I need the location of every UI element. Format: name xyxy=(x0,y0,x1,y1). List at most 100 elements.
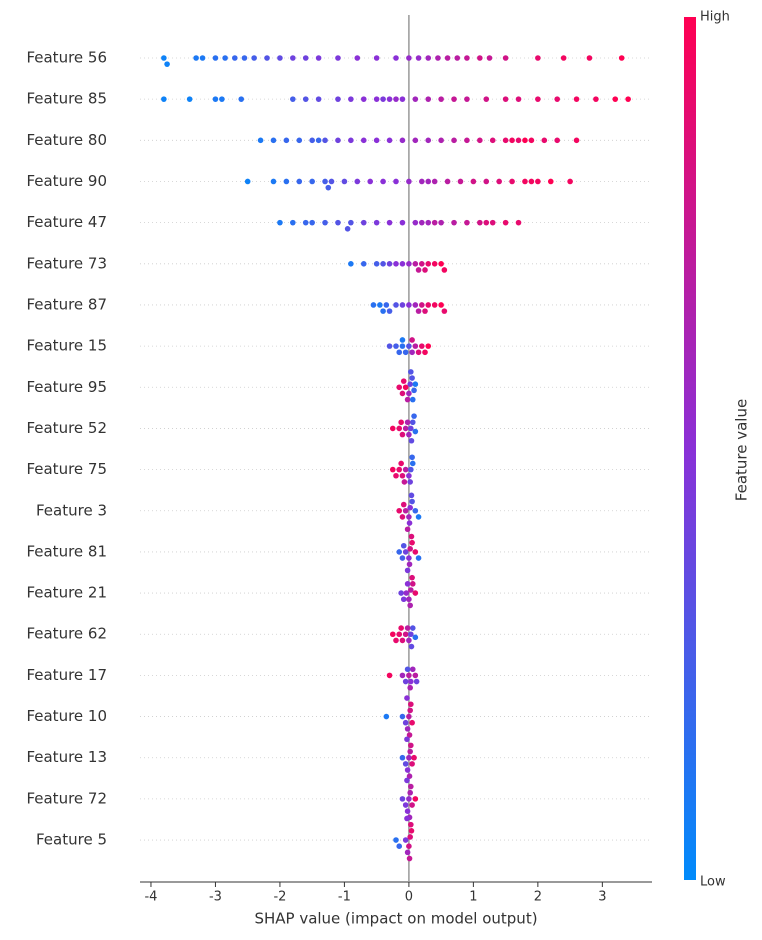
dot xyxy=(412,590,419,596)
dot xyxy=(425,302,432,308)
dot xyxy=(406,713,412,720)
dot xyxy=(411,413,417,419)
dot xyxy=(515,96,522,102)
dot xyxy=(438,302,444,308)
x-tick-label: -1 xyxy=(338,890,351,905)
dot xyxy=(418,178,425,185)
dot xyxy=(451,96,457,102)
dot xyxy=(283,137,290,144)
dot xyxy=(393,302,399,308)
dot xyxy=(344,226,351,232)
dot xyxy=(408,742,414,749)
dot xyxy=(264,55,270,61)
dot xyxy=(360,96,367,102)
dot xyxy=(483,219,490,226)
dot xyxy=(290,55,296,61)
dot xyxy=(367,178,374,185)
y-tick-label: Feature 47 xyxy=(26,213,107,231)
dot xyxy=(412,96,419,102)
dot xyxy=(477,137,483,144)
dot xyxy=(212,96,219,102)
dot xyxy=(399,472,406,479)
dot xyxy=(399,390,406,397)
dot xyxy=(502,219,509,226)
y-tick-label: Feature 52 xyxy=(26,419,107,437)
dot xyxy=(402,631,409,638)
dot xyxy=(483,178,490,185)
dot xyxy=(483,96,490,102)
dot xyxy=(386,219,393,226)
dot xyxy=(502,137,509,144)
dot xyxy=(406,302,412,308)
dot xyxy=(409,460,416,467)
dot xyxy=(406,855,413,862)
dot xyxy=(425,178,432,185)
dot xyxy=(425,219,432,226)
y-tick-label: Feature 87 xyxy=(26,295,107,313)
dot xyxy=(399,261,406,267)
dot xyxy=(277,219,283,226)
dot xyxy=(377,302,383,308)
dot xyxy=(408,643,415,650)
dot xyxy=(418,343,425,349)
dot xyxy=(408,437,415,444)
dot xyxy=(406,555,412,561)
dot xyxy=(401,479,408,485)
y-tick-label: Feature 72 xyxy=(26,789,107,807)
dot xyxy=(464,137,470,144)
dot xyxy=(244,178,251,185)
dot xyxy=(399,96,406,102)
dot xyxy=(412,507,419,514)
dot xyxy=(403,590,410,596)
dot xyxy=(360,219,367,226)
dot xyxy=(404,777,410,784)
dot xyxy=(408,821,414,828)
x-tick-label: -3 xyxy=(209,890,222,905)
dot xyxy=(238,96,245,102)
dot xyxy=(438,96,444,102)
dot xyxy=(593,96,599,102)
dot xyxy=(409,625,416,631)
dot xyxy=(399,343,406,349)
dot xyxy=(309,219,315,226)
dot xyxy=(489,219,496,226)
y-tick-label: Feature 75 xyxy=(26,460,107,478)
dot xyxy=(348,96,354,102)
dot xyxy=(522,137,528,144)
dot xyxy=(464,55,470,61)
dot xyxy=(315,137,322,144)
dot xyxy=(348,261,354,267)
dot xyxy=(328,178,335,185)
dot xyxy=(383,713,390,720)
dot xyxy=(386,137,393,144)
x-tick-label: 0 xyxy=(405,890,413,905)
dot xyxy=(625,96,631,102)
dot xyxy=(486,55,493,61)
dot xyxy=(547,178,554,185)
dot xyxy=(402,802,409,808)
dot xyxy=(386,308,393,314)
dot xyxy=(404,849,411,856)
dot xyxy=(554,96,561,102)
x-tick-label: 1 xyxy=(469,890,477,905)
y-tick-label: Feature 5 xyxy=(36,831,107,849)
dot xyxy=(554,137,561,144)
dot xyxy=(409,719,415,726)
dot xyxy=(411,754,417,761)
dot xyxy=(404,419,411,426)
dot xyxy=(400,378,407,384)
dot xyxy=(348,137,354,144)
dot xyxy=(373,261,380,267)
dot xyxy=(425,261,432,267)
dot xyxy=(406,178,412,185)
dot xyxy=(354,178,361,185)
dot xyxy=(509,137,515,144)
dot xyxy=(412,343,419,349)
dot xyxy=(161,96,167,102)
dot xyxy=(335,219,341,226)
dot xyxy=(360,261,367,267)
dot xyxy=(400,542,407,549)
dot xyxy=(409,419,416,426)
dot xyxy=(586,55,593,61)
dot xyxy=(406,672,412,679)
